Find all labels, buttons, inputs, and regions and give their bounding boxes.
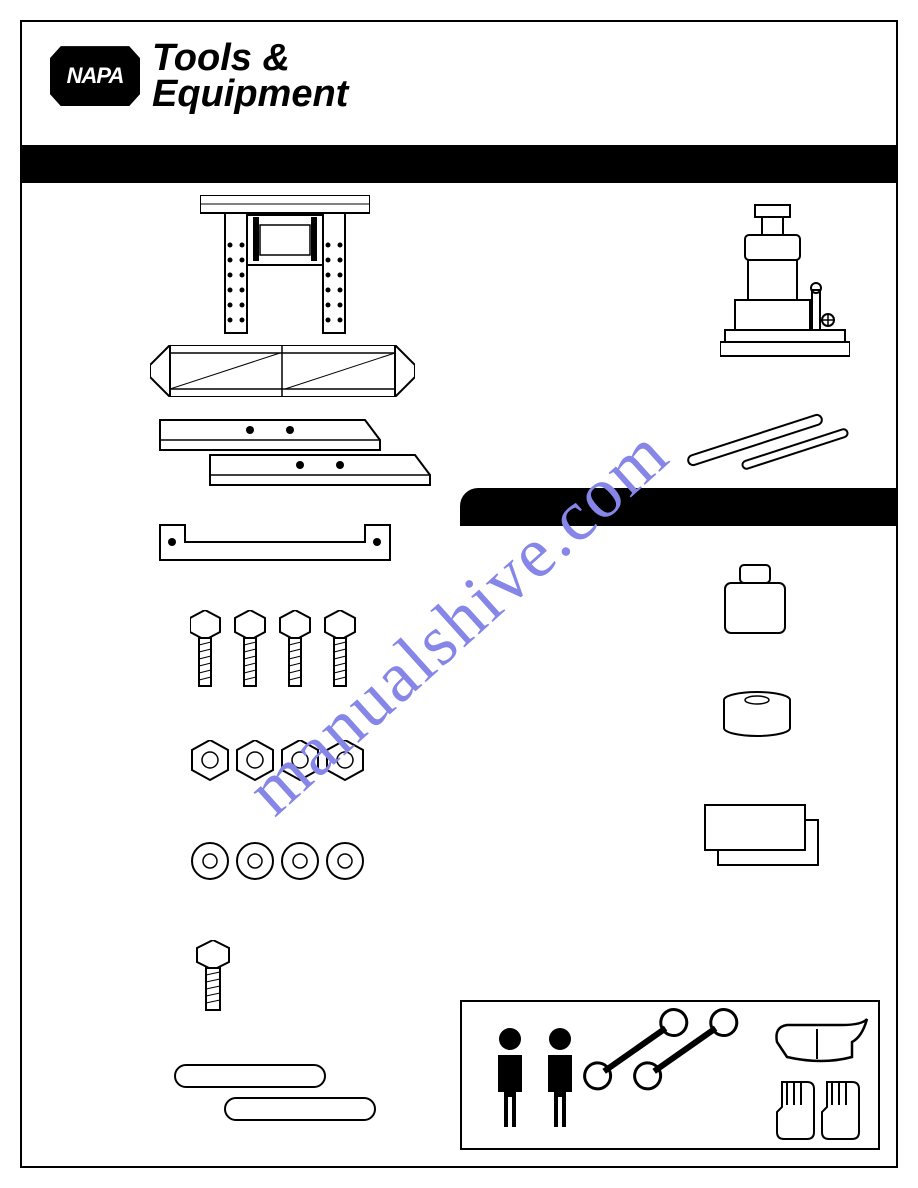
angle-brackets	[155, 415, 435, 490]
tools-needed-box	[460, 1000, 880, 1150]
bolt-single	[195, 940, 235, 1015]
adapter-tall	[720, 560, 790, 640]
hydraulic-jack	[720, 200, 850, 360]
person-icon	[548, 1028, 572, 1127]
pins-large	[170, 1060, 390, 1125]
flat-bracket	[155, 520, 395, 565]
handle-rods	[680, 400, 860, 470]
napa-logo-text: NAPA	[67, 63, 124, 89]
safety-glasses-icon	[776, 1019, 867, 1061]
gloves-icon	[777, 1082, 859, 1139]
nuts	[190, 740, 390, 785]
napa-logo: NAPA	[50, 46, 140, 106]
header: NAPA Tools & Equipment	[50, 40, 348, 112]
press-plates	[700, 800, 830, 880]
section-bar-1	[22, 145, 896, 183]
press-frame	[200, 195, 370, 335]
bolts-long	[190, 610, 390, 690]
adapter-short	[720, 690, 795, 740]
section-bar-2	[460, 488, 896, 526]
header-title: Tools & Equipment	[152, 40, 348, 112]
crossbeam	[150, 345, 415, 397]
person-icon	[498, 1028, 522, 1127]
washers	[190, 840, 390, 882]
header-line2: Equipment	[152, 76, 348, 112]
header-line1: Tools &	[152, 40, 348, 76]
